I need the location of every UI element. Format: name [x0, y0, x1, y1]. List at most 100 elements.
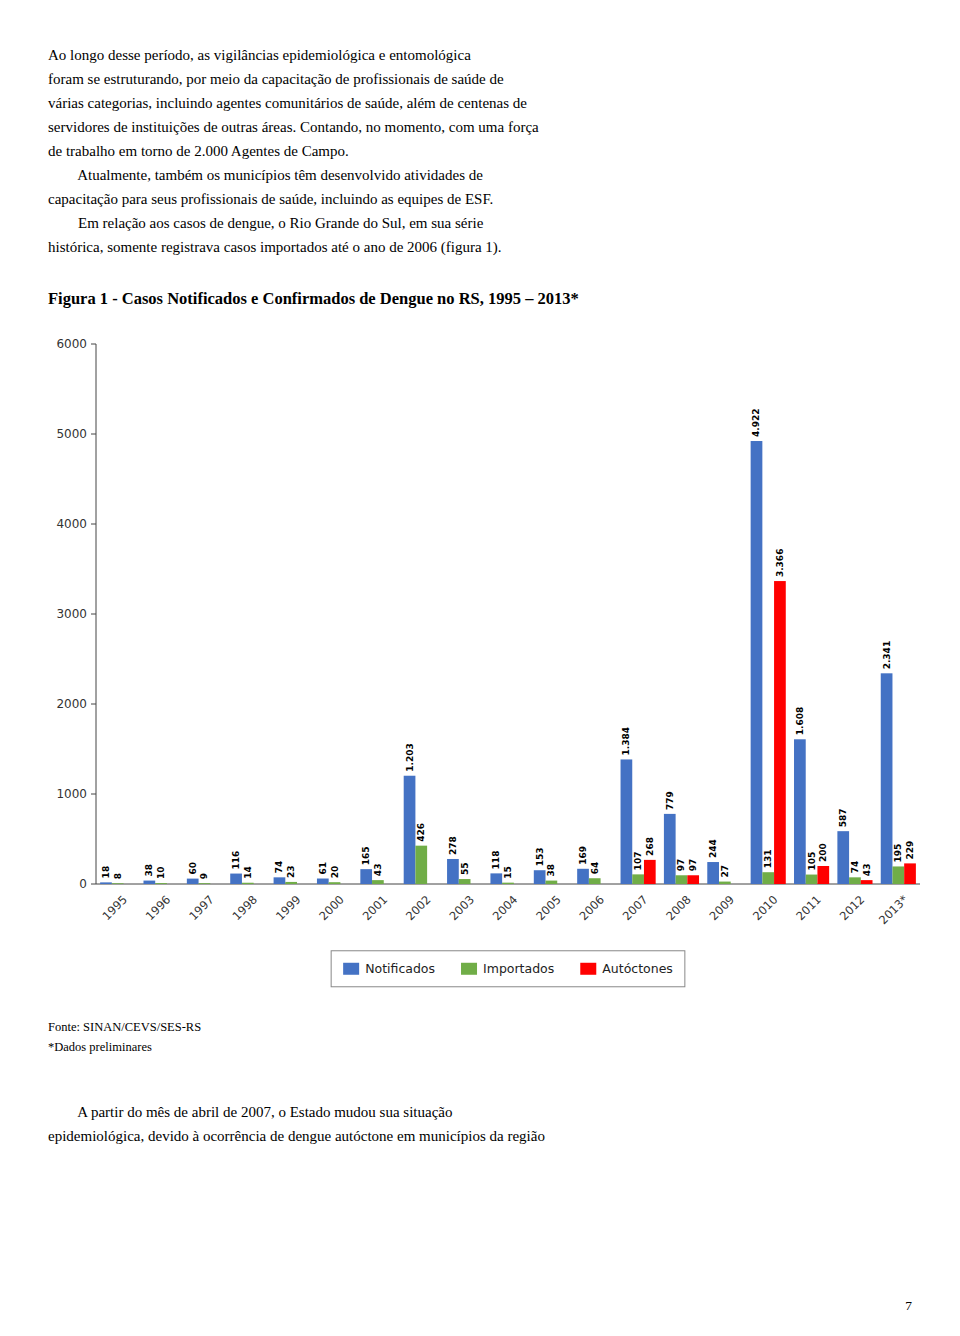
legend-label: Autóctones	[602, 961, 673, 976]
legend-box	[331, 951, 685, 987]
data-label: 74	[274, 861, 284, 874]
bar	[881, 673, 893, 884]
bar	[254, 884, 266, 885]
bar	[447, 859, 459, 884]
x-tick-label: 2005	[533, 892, 564, 923]
bar	[112, 883, 124, 884]
bar	[676, 875, 688, 884]
x-tick-label: 2009	[707, 892, 738, 923]
data-label: 1.384	[621, 727, 631, 755]
bar	[837, 831, 849, 884]
data-label: 15	[503, 866, 513, 879]
paragraph-line: capacitação para seus profissionais de s…	[48, 191, 493, 207]
bar	[415, 846, 427, 884]
data-label: 153	[535, 847, 545, 866]
data-label: 18	[101, 866, 111, 879]
bar	[384, 884, 396, 885]
data-label: 3.366	[775, 549, 785, 577]
bar	[589, 878, 601, 884]
data-label: 61	[318, 862, 328, 875]
data-label: 118	[491, 851, 501, 870]
bar	[861, 880, 873, 884]
x-tick-label: 2011	[793, 892, 824, 923]
x-tick-label: 1997	[186, 892, 217, 923]
data-label: 38	[144, 864, 154, 877]
data-label: 587	[838, 808, 848, 827]
data-label: 278	[448, 836, 458, 855]
x-tick-label: 2000	[316, 892, 347, 923]
legend-label: Importados	[483, 961, 554, 976]
bar	[632, 874, 644, 884]
data-label: 426	[416, 823, 426, 842]
bar	[187, 879, 199, 884]
bar	[143, 881, 155, 884]
data-label: 60	[188, 862, 198, 875]
bar	[644, 860, 656, 884]
x-tick-label: 2007	[620, 892, 651, 923]
x-tick-label: 2003	[446, 892, 477, 923]
legend-swatch	[580, 963, 596, 975]
bar	[577, 869, 589, 884]
data-label: 20	[330, 866, 340, 879]
y-axis	[96, 344, 97, 884]
y-tick-label: 4000	[56, 517, 87, 531]
bar	[719, 882, 731, 884]
bar	[297, 884, 309, 885]
y-tick	[91, 614, 96, 615]
bar	[687, 875, 699, 884]
data-label: 43	[373, 864, 383, 877]
y-tick-label: 2000	[56, 697, 87, 711]
bar	[210, 884, 222, 885]
data-labels: 18386011674611651.2032781181531691.38477…	[101, 409, 915, 880]
bar	[100, 882, 112, 884]
y-tick	[91, 524, 96, 525]
bar	[707, 862, 719, 884]
data-label: 4.922	[752, 409, 762, 437]
data-label: 229	[905, 841, 915, 860]
paragraph-line: servidores de instituições de outras áre…	[48, 119, 539, 135]
bar	[892, 866, 904, 884]
bar	[557, 884, 569, 885]
data-label: 23	[286, 865, 296, 878]
bar	[372, 880, 384, 884]
legend-swatch	[461, 963, 477, 975]
paragraph-line: A partir do mês de abril de 2007, o Esta…	[48, 1104, 453, 1120]
legend-label: Notificados	[365, 961, 435, 976]
data-label: 116	[231, 851, 241, 870]
paragraph-line: Atualmente, também os municípios têm des…	[48, 167, 483, 183]
x-tick-label: 2002	[403, 892, 434, 923]
bar	[360, 869, 372, 884]
data-label: 1.608	[795, 707, 805, 735]
data-label: 195	[893, 844, 903, 863]
bar	[731, 884, 743, 885]
data-label: 8	[113, 873, 123, 879]
bar	[459, 879, 471, 884]
bar	[199, 883, 211, 884]
data-label: 268	[645, 837, 655, 856]
bar	[621, 759, 633, 884]
x-tick-label: 2006	[576, 892, 607, 923]
data-label: 64	[590, 862, 600, 875]
bar	[242, 883, 254, 884]
page-number: 7	[905, 1298, 912, 1313]
x-tick-label: 2001	[360, 892, 391, 923]
data-label: 131	[763, 849, 773, 868]
bar	[274, 877, 286, 884]
data-label: 9	[199, 873, 209, 879]
data-label: 55	[460, 863, 470, 876]
x-tick-label: 2012	[837, 892, 868, 923]
data-label: 97	[688, 859, 698, 872]
bar	[285, 882, 297, 884]
x-tick-label: 1996	[143, 892, 174, 923]
x-tick-label: 2004	[490, 892, 521, 923]
bar	[124, 884, 136, 885]
x-tick-label: 1998	[230, 892, 261, 923]
data-label: 74	[850, 861, 860, 874]
data-label: 105	[807, 852, 817, 871]
y-tick-label: 1000	[56, 787, 87, 801]
bar	[751, 441, 763, 884]
bar	[849, 877, 861, 884]
paragraph-line: várias categorias, incluindo agentes com…	[48, 95, 527, 111]
bar	[427, 884, 439, 885]
legend-swatch	[343, 963, 359, 975]
